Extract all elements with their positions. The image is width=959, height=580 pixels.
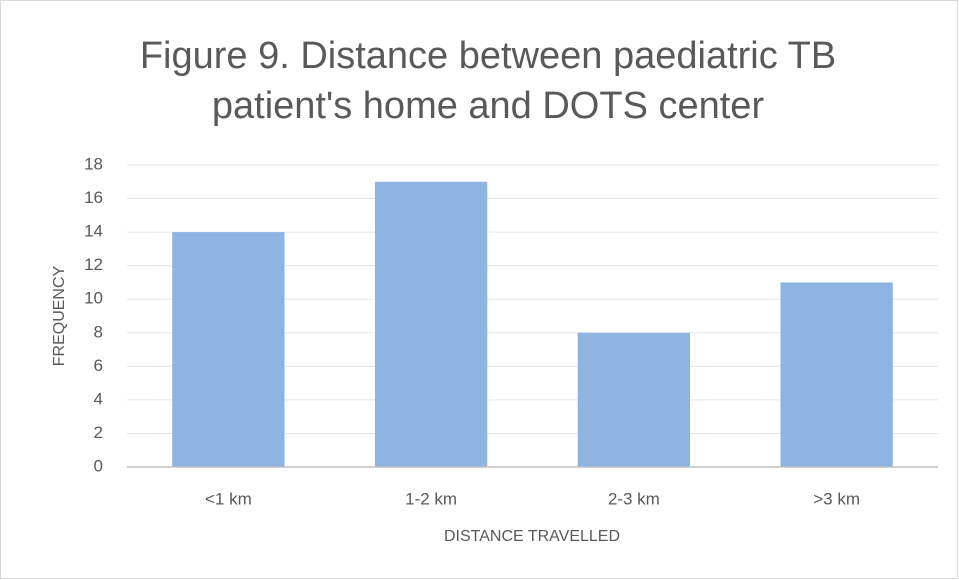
x-tick-label: >3 km xyxy=(813,489,860,508)
x-axis-title: DISTANCE TRAVELLED xyxy=(444,528,620,545)
x-tick-label: 1-2 km xyxy=(405,489,457,508)
y-tick-label: 18 xyxy=(84,154,103,173)
x-tick-label: <1 km xyxy=(205,489,252,508)
y-tick-label: 0 xyxy=(94,456,103,475)
bar xyxy=(172,232,285,467)
x-tick-label: 2-3 km xyxy=(608,489,660,508)
y-tick-label: 8 xyxy=(94,322,103,341)
y-tick-label: 14 xyxy=(84,222,103,241)
chart-title: patient's home and DOTS center xyxy=(212,85,765,127)
y-tick-label: 12 xyxy=(84,255,103,274)
y-axis-title: FREQUENCY xyxy=(51,265,68,366)
bar xyxy=(577,332,691,467)
y-tick-label: 10 xyxy=(84,289,103,308)
y-tick-label: 2 xyxy=(94,423,103,442)
y-tick-label: 4 xyxy=(94,389,103,408)
chart-title: Figure 9. Distance between paediatric TB xyxy=(140,35,836,77)
y-tick-label: 16 xyxy=(84,188,103,207)
y-tick-label: 6 xyxy=(94,356,103,375)
bar xyxy=(780,282,893,467)
bar xyxy=(374,181,488,467)
